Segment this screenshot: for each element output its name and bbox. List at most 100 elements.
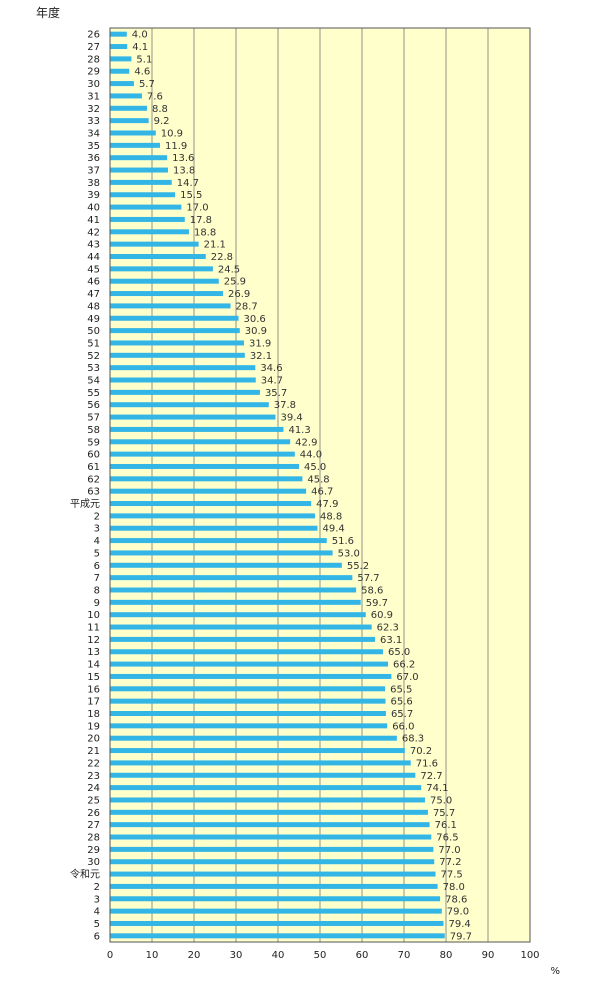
category-label: 17 <box>87 697 100 708</box>
value-label: 45.0 <box>304 462 326 473</box>
category-label: 7 <box>94 573 100 584</box>
bar <box>110 192 176 198</box>
value-label: 32.1 <box>250 351 272 362</box>
category-label: 16 <box>87 684 100 695</box>
category-label: 49 <box>87 314 100 325</box>
category-label: 12 <box>87 635 100 646</box>
value-label: 21.1 <box>204 240 226 251</box>
category-label: 6 <box>94 561 100 572</box>
category-label: 14 <box>87 660 100 671</box>
category-label: 40 <box>87 203 100 214</box>
value-label: 13.8 <box>173 166 195 177</box>
bar <box>110 402 269 408</box>
bar <box>110 933 445 939</box>
category-label: 48 <box>87 301 100 312</box>
value-label: 71.6 <box>416 758 438 769</box>
category-label: 63 <box>87 487 100 498</box>
bar <box>110 809 428 815</box>
category-label: 61 <box>87 462 100 473</box>
bar <box>110 439 291 445</box>
category-label: 4 <box>94 907 100 918</box>
value-label: 68.3 <box>402 734 424 745</box>
category-label: 33 <box>87 116 100 127</box>
plot-frame <box>109 27 531 943</box>
category-label: 28 <box>87 833 100 844</box>
bar <box>110 451 295 457</box>
bar <box>110 142 160 148</box>
category-label: 10 <box>87 610 100 621</box>
category-label: 43 <box>87 240 100 251</box>
bar <box>110 463 299 469</box>
category-label: 38 <box>87 178 100 189</box>
category-label: 5 <box>94 919 100 930</box>
value-label: 41.3 <box>288 425 310 436</box>
bar <box>110 673 392 679</box>
category-label: 54 <box>87 376 100 387</box>
bar <box>110 179 172 185</box>
value-label: 17.8 <box>190 215 212 226</box>
value-label: 30.9 <box>245 326 267 337</box>
value-label: 48.8 <box>320 511 342 522</box>
value-label: 75.0 <box>430 795 452 806</box>
category-label: 6 <box>94 931 100 942</box>
bar <box>110 476 303 482</box>
category-label: 23 <box>87 771 100 782</box>
value-label: 58.6 <box>361 585 383 596</box>
value-label: 5.7 <box>139 79 155 90</box>
value-label: 74.1 <box>426 783 448 794</box>
bar <box>110 735 397 741</box>
value-label: 7.6 <box>147 91 163 102</box>
bars <box>110 31 445 939</box>
bar <box>110 711 386 716</box>
category-label: 55 <box>87 388 100 399</box>
bar <box>110 340 244 346</box>
value-label: 24.5 <box>218 264 240 275</box>
value-label: 57.7 <box>357 573 379 584</box>
value-label: 77.2 <box>439 857 461 868</box>
value-label: 30.6 <box>244 314 266 325</box>
value-label: 44.0 <box>300 450 322 461</box>
x-tick-label: 0 <box>107 950 113 961</box>
bar <box>110 513 315 519</box>
category-label: 15 <box>87 672 100 683</box>
x-tick-label: 70 <box>398 950 411 961</box>
category-label: 29 <box>87 67 100 78</box>
category-label: 11 <box>87 623 100 634</box>
value-label: 25.9 <box>224 277 246 288</box>
value-label: 65.5 <box>390 684 412 695</box>
value-label: 15.5 <box>180 190 202 201</box>
bar <box>110 797 425 803</box>
category-label: 30 <box>87 79 100 90</box>
bar <box>110 649 383 655</box>
value-label: 10.9 <box>161 128 183 139</box>
category-label: 9 <box>94 598 100 609</box>
value-labels: 4.04.15.1 4.65.77.6 8.89.210.9 11.913.6 13.8… <box>132 30 472 943</box>
value-label: 66.0 <box>392 721 414 732</box>
value-label: 65.6 <box>391 697 413 708</box>
category-label: 31 <box>87 91 100 102</box>
x-axis-unit: % <box>550 966 560 977</box>
bar <box>110 93 142 99</box>
bar <box>110 748 405 754</box>
category-label: 26 <box>87 30 100 41</box>
category-label: 22 <box>87 758 100 769</box>
bar <box>110 204 182 210</box>
x-tick-label: 20 <box>188 950 201 961</box>
bar <box>110 624 372 630</box>
category-label: 25 <box>87 795 100 806</box>
bar <box>110 315 239 321</box>
bar <box>110 118 149 124</box>
bar <box>110 822 430 828</box>
bar <box>110 352 245 358</box>
bar <box>110 216 185 222</box>
value-label: 59.7 <box>366 598 388 609</box>
bar <box>110 686 386 692</box>
bar <box>110 389 260 395</box>
value-label: 79.4 <box>448 919 470 930</box>
x-tick-label: 100 <box>520 950 539 961</box>
x-tick-label: 50 <box>314 950 327 961</box>
category-label: 32 <box>87 104 100 115</box>
value-label: 66.2 <box>393 660 415 671</box>
x-tick-label: 60 <box>356 950 369 961</box>
value-label: 72.7 <box>420 771 442 782</box>
